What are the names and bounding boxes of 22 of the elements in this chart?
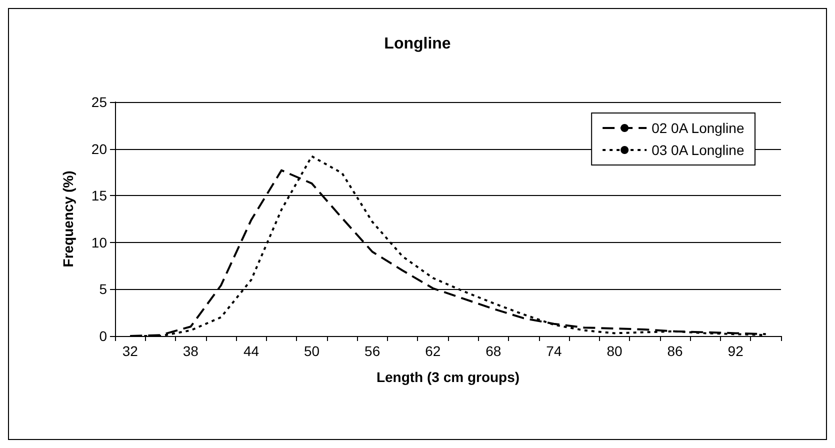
legend-label: 02 0A Longline xyxy=(652,120,744,136)
y-tick-label: 5 xyxy=(99,281,108,298)
y-tick-label: 0 xyxy=(99,328,108,344)
x-tick-label: 56 xyxy=(364,343,380,359)
x-tick-label: 74 xyxy=(546,343,562,359)
x-tick-label: 92 xyxy=(728,343,744,359)
x-tick-label: 32 xyxy=(122,343,138,359)
y-tick-label: 10 xyxy=(91,234,108,250)
x-tick-label: 62 xyxy=(425,343,441,359)
y-axis-title: Frequency (%) xyxy=(60,170,76,268)
x-axis-title: Length (3 cm groups) xyxy=(376,369,520,385)
x-tick-label: 44 xyxy=(243,343,260,359)
x-tick-label: 38 xyxy=(182,343,199,359)
x-tick-label: 86 xyxy=(667,343,684,359)
y-tick-label: 15 xyxy=(91,188,108,204)
y-tick-label: 20 xyxy=(91,140,108,157)
x-tick-label: 50 xyxy=(304,343,320,359)
x-tick-label: 80 xyxy=(606,343,622,359)
chart-title: Longline xyxy=(384,36,451,52)
x-tick-label: 68 xyxy=(486,343,502,359)
legend-label: 03 0A Longline xyxy=(652,142,744,158)
y-tick-label: 25 xyxy=(91,94,108,110)
